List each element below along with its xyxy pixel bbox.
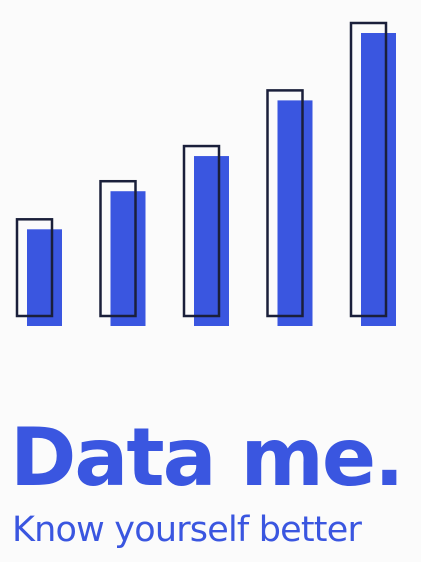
logo-bar-outline-5 [349,21,388,318]
logo-bar-fill-2 [110,191,146,326]
logo-bar-fill-3 [194,156,229,326]
bar-chart-logo-icon [15,21,396,326]
logo-bar-outline-1 [15,218,54,318]
logo-bar-outline-2 [99,179,137,318]
logo-bar-fill-1 [27,229,62,326]
logo-bar-outline-3 [182,144,221,318]
logo-bar-fill-4 [277,100,313,326]
brand-name: Data me. [10,411,404,504]
logo-bar-outline-4 [266,89,304,318]
logo-bar-fill-5 [361,33,396,326]
tagline: Know yourself better [12,510,362,550]
